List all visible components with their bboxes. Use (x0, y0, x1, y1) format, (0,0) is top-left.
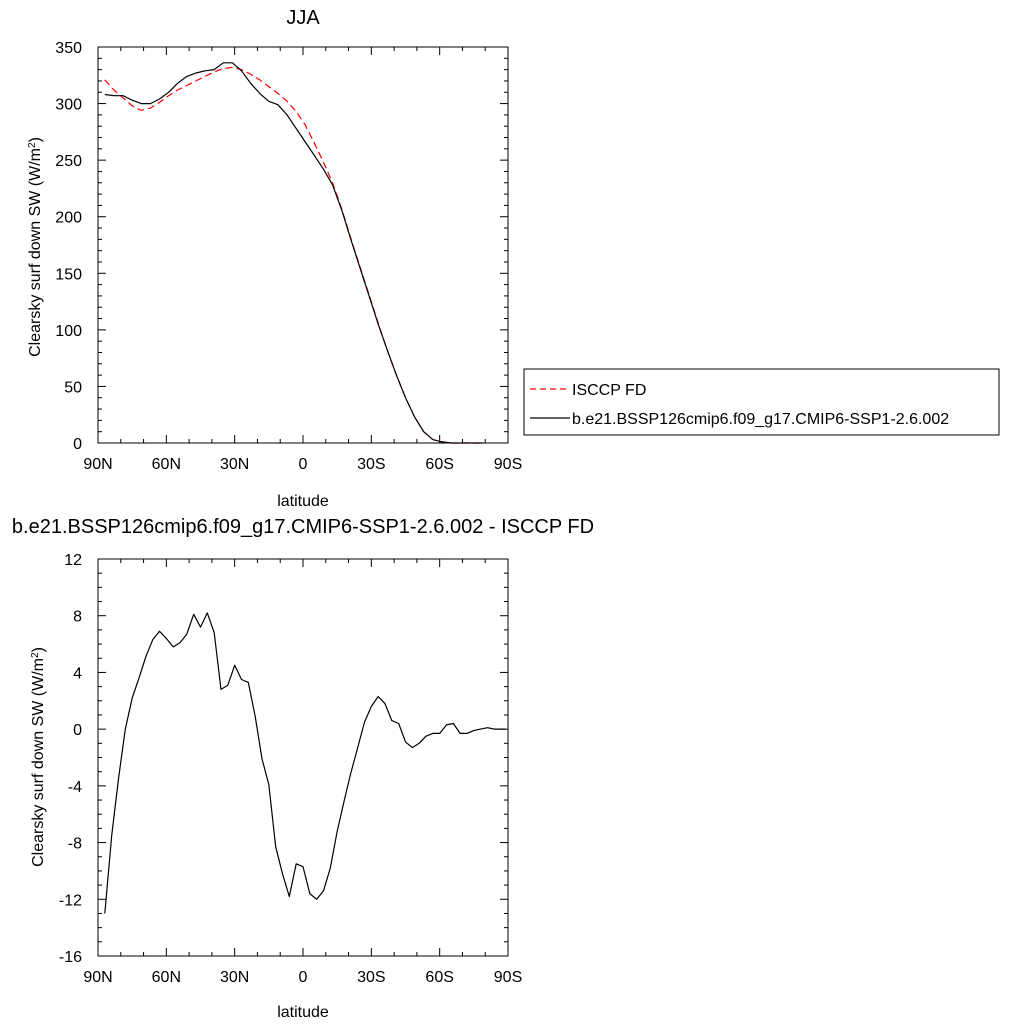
top-xtick-label-2: 30N (220, 456, 249, 473)
bottom-xtick-label-6: 90S (494, 969, 522, 986)
bottom-ytick-label-6: 8 (73, 609, 82, 626)
top-series-lines (104, 62, 483, 444)
top-panel: JJA latitude Clearsky surf down SW (W/m2… (27, 7, 523, 510)
bottom-series-line-0 (104, 612, 506, 914)
top-ytick-label-5: 250 (55, 153, 82, 170)
bottom-panel: b.e21.BSSP126cmip6.f09_g17.CMIP6-SSP1-2.… (12, 516, 594, 1021)
bottom-xtick-label-1: 60N (152, 969, 181, 986)
top-series-line-1 (104, 62, 483, 444)
top-ytick-label-6: 300 (55, 97, 82, 114)
top-xtick-label-0: 90N (83, 456, 112, 473)
top-y-axis-label-sup: 2 (27, 142, 38, 148)
top-series-line-0 (104, 66, 483, 444)
bottom-ytick-label-2: -8 (68, 836, 82, 853)
bottom-axis-ticks: 90N 60N 30N 0 30S 60S 90S -16 -12 -8 -4 0 4 8 12 (59, 552, 522, 986)
bottom-xtick-label-4: 30S (357, 969, 385, 986)
bottom-y-axis-label-sup: 2 (30, 652, 41, 658)
legend: ISCCP FD b.e21.BSSP126cmip6.f09_g17.CMIP… (523, 368, 1000, 436)
bottom-series-lines (104, 612, 506, 914)
bottom-ytick-label-5: 4 (73, 665, 82, 682)
bottom-y-axis-label-close: ) (30, 647, 47, 652)
top-xtick-label-5: 60S (425, 456, 453, 473)
top-xtick-label-4: 30S (357, 456, 385, 473)
legend-label-isccp: ISCCP FD (572, 382, 646, 399)
top-axis-ticks: 90N 60N 30N 0 30S 60S 90S 0 50 100 150 200 250 300 350 (55, 40, 522, 473)
top-y-axis-label-main: Clearsky surf down SW (W/m (27, 148, 44, 357)
bottom-y-axis-label: Clearsky surf down SW (W/m2) (30, 647, 48, 867)
top-ytick-label-7: 350 (55, 40, 82, 57)
bottom-ytick-label-1: -12 (59, 892, 82, 909)
top-ytick-label-2: 100 (55, 323, 82, 340)
bottom-ytick-label-7: 12 (64, 552, 82, 569)
top-chart-title: JJA (286, 7, 320, 29)
top-ytick-label-1: 50 (64, 379, 82, 396)
bottom-plot-frame (97, 558, 509, 957)
bottom-xtick-label-2: 30N (220, 969, 249, 986)
legend-label-model: b.e21.BSSP126cmip6.f09_g17.CMIP6-SSP1-2.… (572, 411, 949, 428)
top-ytick-label-3: 150 (55, 266, 82, 283)
top-ytick-label-4: 200 (55, 210, 82, 227)
top-xtick-label-1: 60N (152, 456, 181, 473)
top-y-axis-label: Clearsky surf down SW (W/m2) (27, 137, 45, 357)
legend-box (523, 368, 1000, 436)
top-ytick-label-0: 0 (73, 436, 82, 453)
bottom-y-axis-label-main: Clearsky surf down SW (W/m (30, 658, 47, 867)
bottom-xtick-label-0: 90N (83, 969, 112, 986)
bottom-chart-title: b.e21.BSSP126cmip6.f09_g17.CMIP6-SSP1-2.… (12, 516, 594, 538)
top-plot-frame (97, 46, 509, 444)
bottom-xtick-label-5: 60S (425, 969, 453, 986)
bottom-x-axis-label: latitude (277, 1004, 329, 1021)
top-y-axis-label-close: ) (27, 137, 44, 142)
bottom-xtick-label-3: 0 (299, 969, 308, 986)
top-xtick-label-6: 90S (494, 456, 522, 473)
bottom-ytick-label-3: -4 (68, 779, 82, 796)
bottom-ytick-label-4: 0 (73, 722, 82, 739)
top-xtick-label-3: 0 (299, 456, 308, 473)
top-x-axis-label: latitude (277, 493, 329, 510)
bottom-ytick-label-0: -16 (59, 949, 82, 966)
